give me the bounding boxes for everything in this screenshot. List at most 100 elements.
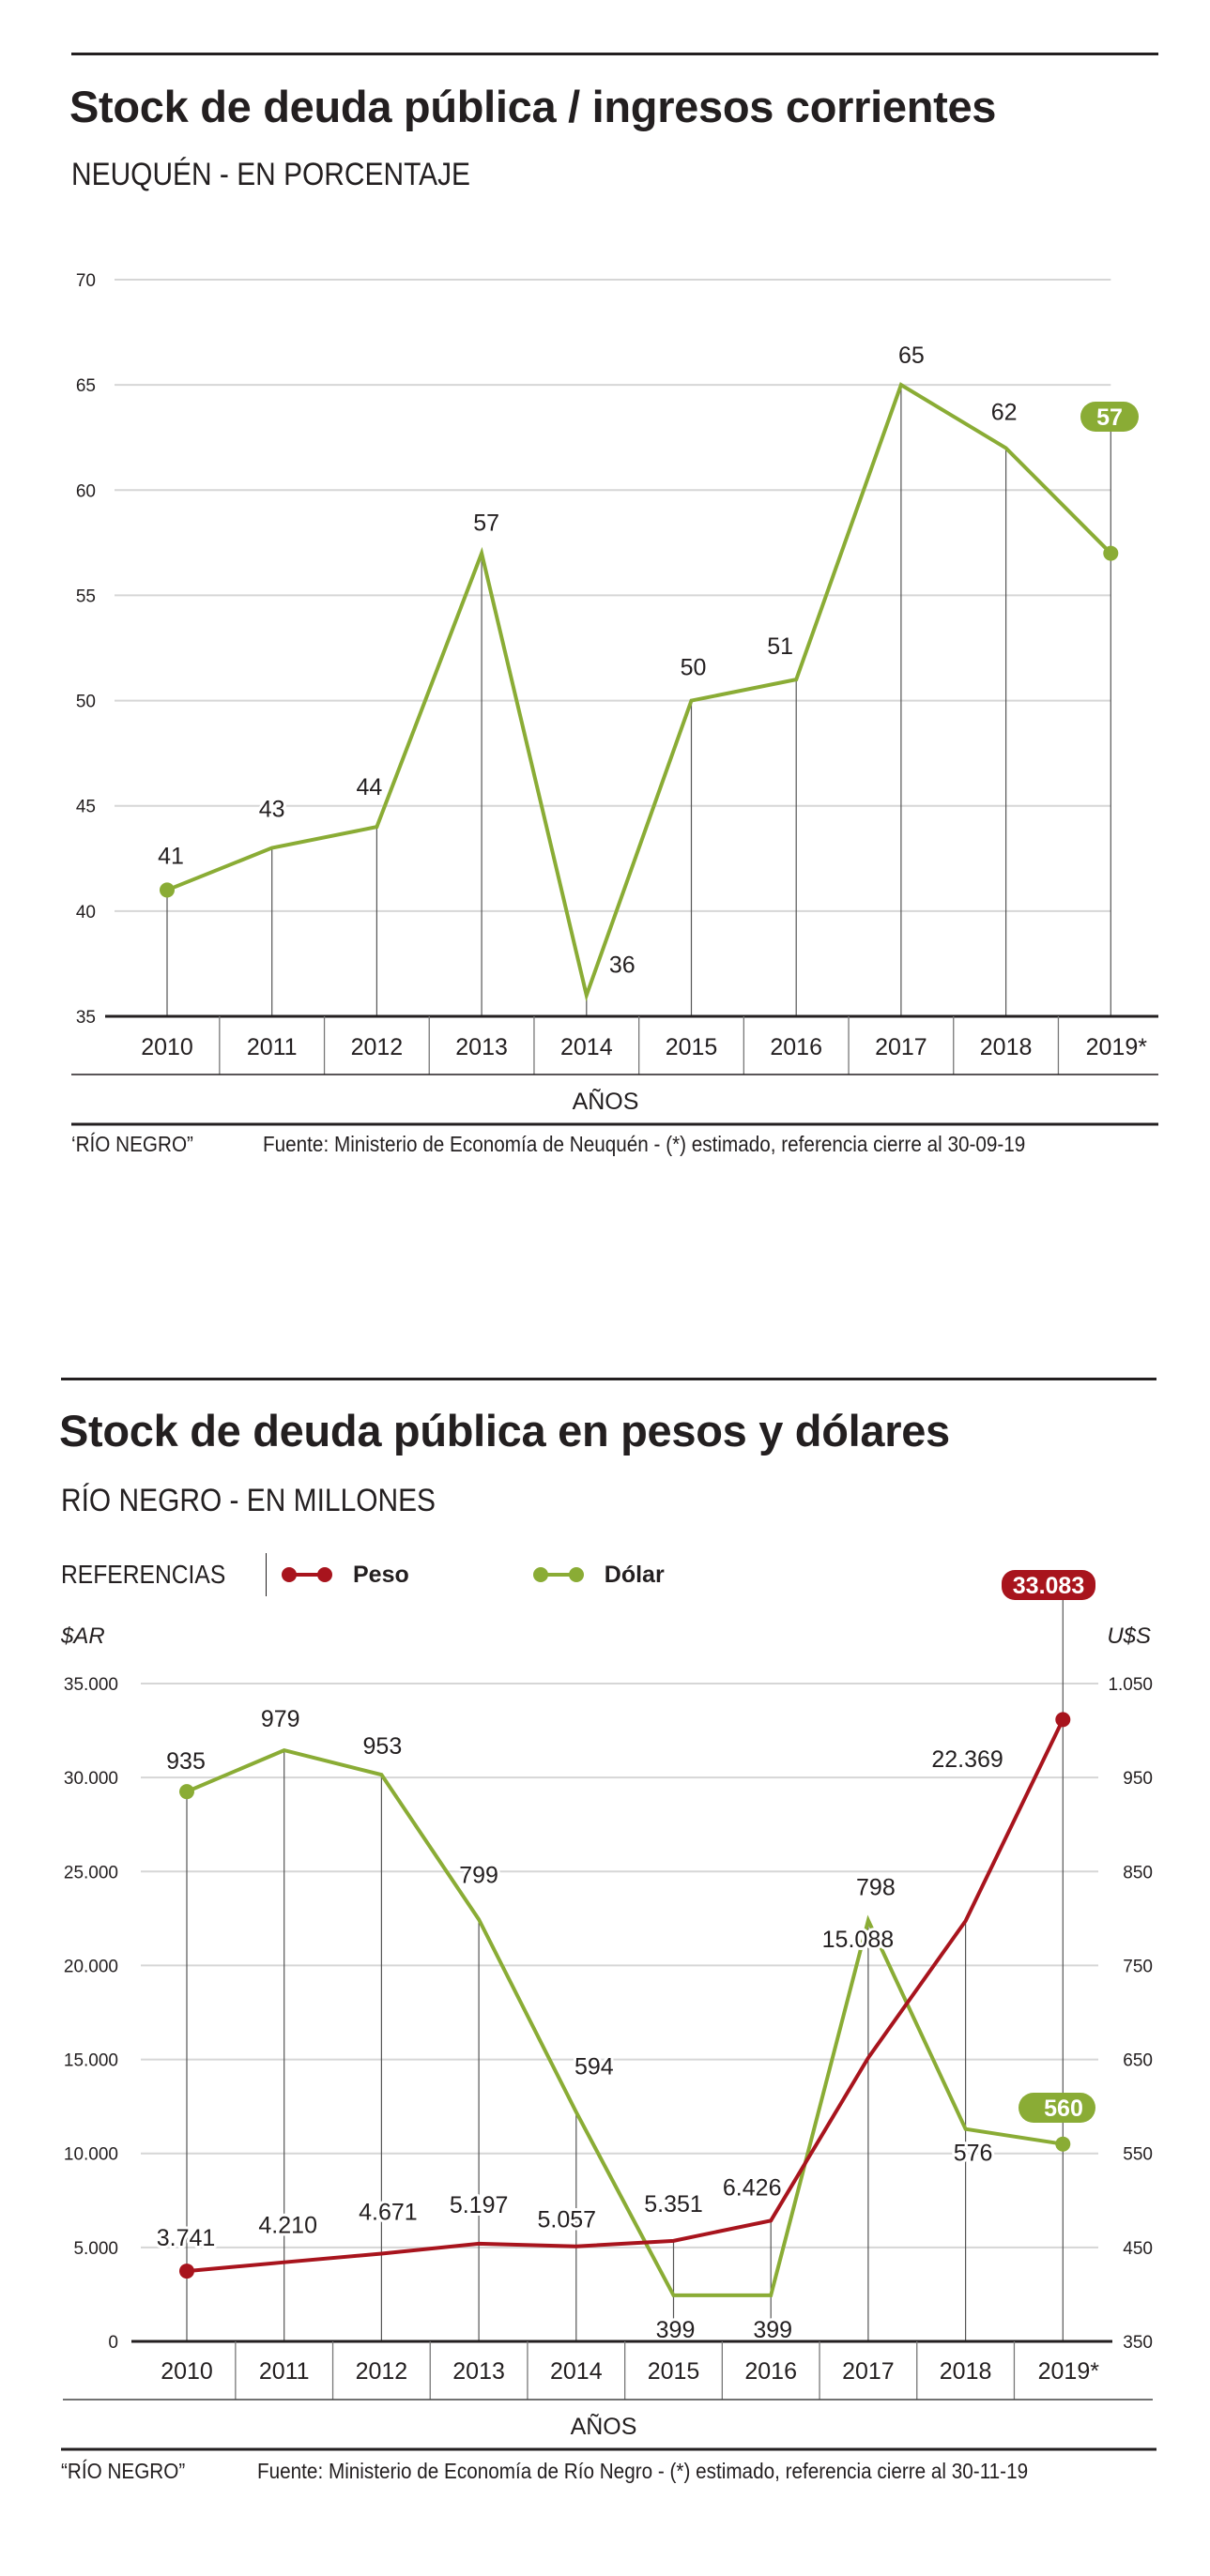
x-tick-label: 2017	[875, 1034, 927, 1060]
dolar-data-label: 399	[753, 2317, 792, 2343]
y-tick-label: 45	[76, 798, 96, 817]
x-tick-label: 2010	[161, 2358, 213, 2385]
chart2-footer-source: Fuente: Ministerio de Economía de Río Ne…	[257, 2459, 1029, 2483]
chart2-legend: REFERENCIAS Peso Dólar	[61, 1553, 665, 1596]
left-y-tick-label: 30.000	[64, 1769, 118, 1789]
dolar-data-label: 594	[574, 2054, 614, 2081]
x-tick-label: 2013	[455, 1034, 508, 1060]
right-y-tick-label: 350	[1123, 2333, 1153, 2353]
left-y-tick-label: 15.000	[64, 2051, 118, 2071]
data-label: 62	[991, 399, 1018, 425]
dolar-data-label: 935	[166, 1748, 206, 1775]
y-tick-label: 55	[76, 587, 96, 606]
x-axis-title: AÑOS	[573, 1088, 639, 1115]
legend-divider	[266, 1553, 267, 1596]
peso-highlight-label: 33.083	[1013, 1573, 1084, 1599]
left-axis-unit: $AR	[60, 1623, 105, 1649]
right-y-tick-label: 850	[1123, 1863, 1153, 1882]
chart1-subtitle: NEUQUÉN - EN PORCENTAJE	[71, 157, 471, 192]
y-tick-label: 65	[76, 376, 96, 396]
legend-dolar-marker-icon	[532, 1567, 584, 1582]
right-y-tick-label: 950	[1123, 1769, 1153, 1789]
chart2-footer-credit: “RÍO NEGRO”	[61, 2459, 186, 2483]
dolar-point-start	[179, 1784, 194, 1800]
peso-data-label: 4.671	[359, 2199, 418, 2225]
peso-highlight-badge	[1002, 1570, 1095, 1600]
left-y-tick-label: 35.000	[64, 1675, 118, 1695]
x-tick-label: 2012	[351, 1034, 404, 1060]
x-tick-label: 2019*	[1086, 1034, 1148, 1060]
x-tick-label: 2013	[452, 2358, 505, 2385]
highlight-badge-label: 57	[1096, 404, 1123, 431]
chart1-footer-credit: ‘RÍO NEGRO”	[71, 1132, 193, 1156]
data-label: 65	[898, 343, 925, 369]
data-point-start	[160, 882, 175, 898]
series-line-peso	[186, 1718, 1065, 2274]
x-tick-label: 2012	[356, 2358, 408, 2385]
chart1-plot: 35 40 45 50 55 60 65 70 41 43 44 57 36 50 51 65 62 57 2010…	[71, 271, 1158, 1126]
dolar-point-end	[1055, 2136, 1071, 2152]
legend-title: REFERENCIAS	[61, 1560, 226, 1589]
peso-point-start	[179, 2264, 194, 2279]
left-y-tick-label: 0	[108, 2333, 118, 2353]
peso-point-end	[1055, 1712, 1071, 1728]
left-y-tick-label: 20.000	[64, 1957, 118, 1976]
x-tick-label: 2018	[980, 1034, 1033, 1060]
peso-data-label: 15.088	[822, 1927, 894, 1953]
x-tick-label: 2011	[259, 2358, 310, 2385]
right-y-tick-label: 750	[1123, 1957, 1153, 1976]
peso-data-label: 6.426	[723, 2174, 782, 2201]
right-axis-unit: U$S	[1107, 1623, 1151, 1649]
x-tick-label: 2019*	[1038, 2358, 1100, 2385]
y-tick-label: 35	[76, 1008, 96, 1028]
dolar-data-label: 798	[856, 1874, 896, 1900]
dolar-data-label: 799	[459, 1862, 498, 1888]
x-tick-label: 2016	[770, 1034, 822, 1060]
left-y-tick-label: 10.000	[64, 2145, 118, 2165]
chart2-top-rule	[61, 1378, 1156, 1380]
x-tick-label: 2015	[648, 2358, 700, 2385]
right-y-tick-label: 1.050	[1108, 1675, 1153, 1695]
peso-data-label: 4.210	[258, 2213, 317, 2239]
dolar-highlight-label: 560	[1044, 2096, 1083, 2122]
chart2-title: Stock de deuda pública en pesos y dólare…	[59, 1406, 950, 1456]
series-line-ratio	[166, 382, 1112, 1002]
data-point-end	[1103, 545, 1119, 561]
data-label: 36	[609, 953, 636, 979]
peso-data-label: 5.197	[450, 2192, 509, 2218]
x-tick-label: 2014	[550, 2358, 603, 2385]
y-tick-label: 60	[76, 481, 96, 501]
y-tick-label: 70	[76, 271, 96, 291]
peso-data-label: 22.369	[931, 1746, 1003, 1773]
highlight-badge	[1080, 402, 1139, 432]
chart1-top-rule	[71, 53, 1158, 55]
dolar-data-label: 399	[656, 2317, 696, 2343]
right-y-tick-label: 550	[1123, 2145, 1153, 2165]
x-tick-label: 2018	[940, 2358, 992, 2385]
series-line-dolar	[186, 1747, 1064, 2297]
y-tick-label: 40	[76, 903, 96, 922]
data-label: 51	[767, 633, 793, 660]
x-tick-label: 2015	[666, 1034, 718, 1060]
x-tick-label: 2016	[744, 2358, 797, 2385]
chart2-subtitle: RÍO NEGRO - EN MILLONES	[61, 1483, 436, 1518]
legend-peso-marker-icon	[282, 1567, 332, 1582]
peso-data-label: 3.741	[157, 2225, 216, 2251]
dolar-data-label: 979	[261, 1706, 300, 1732]
peso-data-label: 5.351	[644, 2191, 703, 2218]
y-tick-label: 50	[76, 693, 96, 712]
legend-peso-label: Peso	[353, 1561, 409, 1588]
right-y-tick-label: 650	[1123, 2051, 1153, 2071]
left-y-tick-label: 5.000	[73, 2239, 118, 2259]
left-y-tick-label: 25.000	[64, 1863, 118, 1882]
data-label: 57	[473, 511, 499, 537]
legend-dolar-label: Dólar	[604, 1561, 665, 1588]
dolar-highlight-badge	[1019, 2093, 1095, 2123]
x-tick-label: 2011	[247, 1034, 298, 1060]
data-label: 50	[681, 655, 707, 681]
dolar-data-label: 953	[363, 1733, 403, 1760]
data-label: 43	[259, 797, 285, 823]
dolar-data-label: 576	[954, 2141, 993, 2167]
x-tick-label: 2010	[141, 1034, 193, 1060]
